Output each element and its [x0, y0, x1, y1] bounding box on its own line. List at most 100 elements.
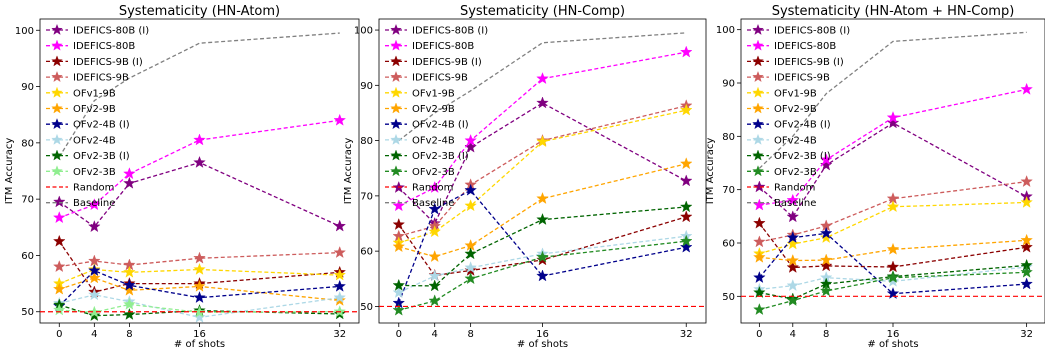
data-point-star [428, 269, 441, 282]
data-point-star [392, 218, 406, 230]
legend-item-baseline: Baseline [46, 198, 115, 209]
legend-item-baseline: Baseline [747, 198, 816, 209]
legend-item-ofv2-9b: OFv2-9B [385, 102, 455, 115]
series-idefics-80b [392, 45, 693, 212]
data-point-star [193, 251, 206, 264]
legend-label: IDEFICS-9B (I) [774, 57, 844, 68]
legend-label: IDEFICS-80B [412, 41, 474, 52]
legend-star [390, 86, 402, 98]
legend-star [752, 149, 764, 161]
data-point-star [333, 246, 346, 258]
x-tick-label: 8 [467, 329, 473, 340]
legend-label: IDEFICS-80B (I) [73, 26, 149, 37]
legend-star [51, 102, 63, 114]
legend-star [752, 86, 764, 98]
data-point-star [428, 250, 441, 262]
data-point-star [819, 158, 833, 171]
legend-star [51, 133, 63, 145]
y-tick-label: 60 [722, 239, 735, 250]
data-point-star [1020, 265, 1033, 278]
data-point-star [819, 231, 833, 243]
data-point-star [53, 234, 66, 247]
y-tick-label: 60 [360, 247, 373, 258]
legend: IDEFICS-80B (I) IDEFICS-80B IDEFICS-9B (I)… [385, 23, 488, 209]
data-point-star [428, 225, 441, 238]
legend-item-idefics-80b-i: IDEFICS-80B (I) [385, 23, 488, 37]
legend-label: OFv2-9B [73, 104, 116, 115]
data-point-star [886, 200, 900, 213]
data-point-star [536, 135, 549, 148]
legend-star [390, 149, 402, 161]
x-tick-label: 32 [680, 329, 693, 340]
data-point-star [536, 72, 549, 85]
data-point-star [464, 183, 477, 196]
legend-star [752, 165, 764, 177]
legend-label: OFv2-3B (I) [774, 151, 831, 162]
data-point-star [753, 303, 766, 315]
series-idefics-9b-i [753, 216, 1033, 273]
legend-label: Random [412, 183, 453, 194]
data-point-star [53, 282, 66, 295]
legend-label: IDEFICS-9B [774, 73, 830, 84]
data-point-star [464, 247, 477, 260]
data-point-star [786, 260, 800, 273]
legend-item-ofv2-3b: OFv2-3B [46, 165, 116, 178]
data-point-star [886, 271, 900, 283]
data-point-star [392, 278, 406, 291]
data-point-star [193, 305, 206, 318]
y-tick-label: 90 [722, 79, 735, 90]
data-point-star [88, 309, 101, 322]
data-point-star [428, 294, 441, 307]
data-point-star [679, 200, 693, 213]
data-point-star [464, 261, 477, 274]
legend-label: OFv2-4B [73, 135, 116, 146]
data-point-star [753, 286, 766, 298]
data-point-star [88, 305, 101, 318]
x-tick-label: 4 [790, 329, 796, 340]
legend-star [51, 86, 63, 98]
legend-item-ofv2-9b: OFv2-9B [46, 102, 116, 115]
data-point-star [123, 176, 136, 189]
legend-label: OFv1-9B [73, 88, 116, 99]
legend-star [752, 133, 764, 145]
legend-star [390, 133, 402, 145]
data-point-star [464, 272, 477, 285]
data-point-star [819, 253, 833, 266]
legend-item-ofv1-9b: OFv1-9B [385, 86, 455, 99]
legend-label: OFv2-4B (I) [774, 120, 831, 131]
data-point-star [333, 268, 346, 281]
chart-title: Systematicity (HN-Comp) [460, 4, 625, 19]
data-point-star [392, 240, 406, 253]
legend-star [390, 39, 402, 51]
data-point-star [123, 297, 136, 310]
legend-label: IDEFICS-80B [73, 41, 135, 52]
legend-star [752, 71, 764, 83]
data-point-star [88, 198, 101, 211]
legend-label: Random [774, 183, 815, 194]
legend-star [752, 39, 764, 51]
data-point-star [886, 242, 900, 255]
data-point-star [819, 259, 833, 272]
y-tick-label: 100 [15, 26, 34, 37]
baseline-line [58, 32, 340, 158]
data-point-star [392, 286, 406, 298]
legend-label: IDEFICS-9B [73, 73, 129, 84]
data-point-star [1020, 175, 1033, 187]
y-tick-label: 90 [360, 81, 373, 92]
data-point-star [536, 250, 549, 263]
x-tick-label: 0 [56, 329, 62, 340]
legend-star [51, 23, 63, 35]
legend-item-ofv2-4b: OFv2-4B [747, 133, 817, 146]
legend-star [390, 165, 402, 177]
legend-item-idefics-9b: IDEFICS-9B [385, 71, 468, 84]
data-point-star [786, 231, 800, 243]
legend-item-ofv2-4b-i: OFv2-4B (I) [46, 118, 130, 131]
legend-item-ofv2-4b: OFv2-4B [385, 133, 455, 146]
legend-label: Baseline [412, 198, 454, 209]
data-point-star [753, 271, 766, 283]
series-line [398, 206, 687, 287]
x-tick-label: 4 [91, 329, 97, 340]
data-point-star [786, 294, 800, 306]
baseline-line [758, 31, 1027, 169]
data-point-star [786, 279, 800, 291]
